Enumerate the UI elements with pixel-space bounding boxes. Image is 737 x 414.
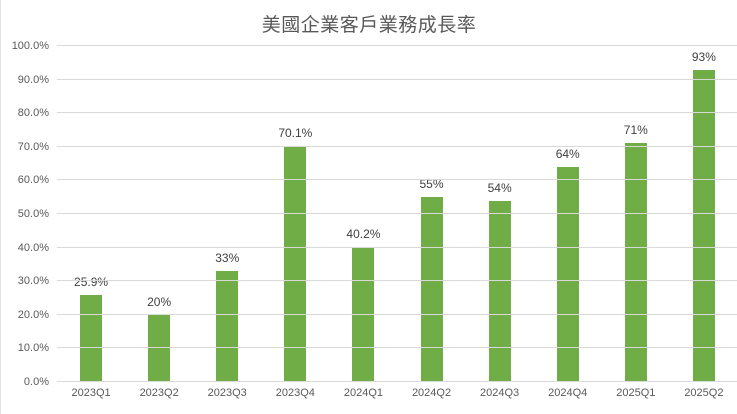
y-axis-tick-label: 40.0% <box>17 241 49 254</box>
y-axis-tick-label: 70.0% <box>17 140 49 153</box>
bar-value-label: 54% <box>487 180 512 195</box>
bar-slot: 70.1% <box>261 46 329 382</box>
y-axis: 0.0% 10.0% 20.0% 30.0% 40.0% 50.0% 60.0% 70.0% 8… <box>1 40 49 388</box>
gridline <box>57 313 737 315</box>
gridline <box>57 381 737 382</box>
y-axis-tick-label: 0.0% <box>23 376 49 388</box>
gridline <box>57 347 737 349</box>
bar-slot: 25.9% <box>57 46 125 382</box>
gridline <box>57 78 737 80</box>
bar-slot: 71% <box>602 46 670 382</box>
bars-container: 25.9% 20% 33% 70.1% 40.2% 55% 54% 64% 71% 93% <box>57 46 737 382</box>
x-axis-category-label: 2023Q1 <box>71 387 111 399</box>
x-axis-category-label: 2024Q2 <box>411 387 452 399</box>
bar-slot: 40.2% <box>329 46 397 382</box>
bar <box>420 197 443 382</box>
bar-slot: 33% <box>193 46 261 382</box>
bar-value-label: 55% <box>419 177 444 192</box>
y-axis-tick-label: 100.0% <box>11 40 49 52</box>
bar-slot: 64% <box>534 46 602 382</box>
gridline <box>57 179 737 181</box>
gridline <box>57 45 737 46</box>
bar-slot: 54% <box>466 46 534 382</box>
y-axis-tick-label: 60.0% <box>17 174 49 187</box>
bar-value-label: 70.1% <box>278 126 313 141</box>
bar-value-label: 33% <box>215 251 240 266</box>
x-axis-category-label: 2024Q1 <box>343 387 383 399</box>
bar <box>148 314 171 382</box>
x-axis-category-label: 2023Q3 <box>207 387 247 399</box>
bar-value-label: 20% <box>147 294 172 309</box>
bar-slot: 55% <box>397 46 465 382</box>
y-axis-tick-label: 50.0% <box>17 208 49 220</box>
y-axis-tick-label: 20.0% <box>17 308 49 321</box>
x-axis-category-label: 2025Q1 <box>616 387 656 399</box>
bar-slot: 20% <box>125 46 193 382</box>
bar <box>556 166 579 382</box>
y-axis-tick-label: 30.0% <box>17 275 49 288</box>
bar <box>284 146 307 382</box>
bar-value-label: 71% <box>623 123 648 138</box>
bar <box>216 271 239 382</box>
x-axis-category-label: 2023Q2 <box>139 387 179 399</box>
bar <box>80 294 103 382</box>
chart-title: 美國企業客戶業務成長率 <box>261 15 477 36</box>
x-axis-category-label: 2023Q4 <box>275 387 315 399</box>
bar-value-label: 25.9% <box>74 274 109 289</box>
gridline <box>57 246 737 248</box>
bar-value-label: 64% <box>555 146 580 161</box>
x-axis: 2023Q1 2023Q2 2023Q3 2023Q4 2024Q1 2024Q2 2024… <box>57 387 737 403</box>
gridline <box>57 280 737 282</box>
y-axis-tick-label: 90.0% <box>17 73 49 86</box>
bar <box>692 69 715 382</box>
gridline <box>57 112 737 114</box>
y-axis-tick-label: 80.0% <box>17 107 49 120</box>
bar-value-label: 93% <box>691 49 716 64</box>
bar-value-label: 40.2% <box>346 226 381 241</box>
bar <box>624 143 647 382</box>
x-axis-category-label: 2024Q3 <box>480 387 520 399</box>
gridline <box>57 213 737 214</box>
bar <box>488 200 511 382</box>
x-axis-category-label: 2025Q2 <box>684 387 724 399</box>
plot-area: 25.9% 20% 33% 70.1% 40.2% 55% 54% 64% 71% 93% <box>57 45 737 382</box>
x-axis-category-label: 2024Q4 <box>548 387 588 399</box>
gridline <box>57 145 737 147</box>
y-axis-tick-label: 10.0% <box>17 342 49 355</box>
bar-slot: 93% <box>670 46 737 382</box>
